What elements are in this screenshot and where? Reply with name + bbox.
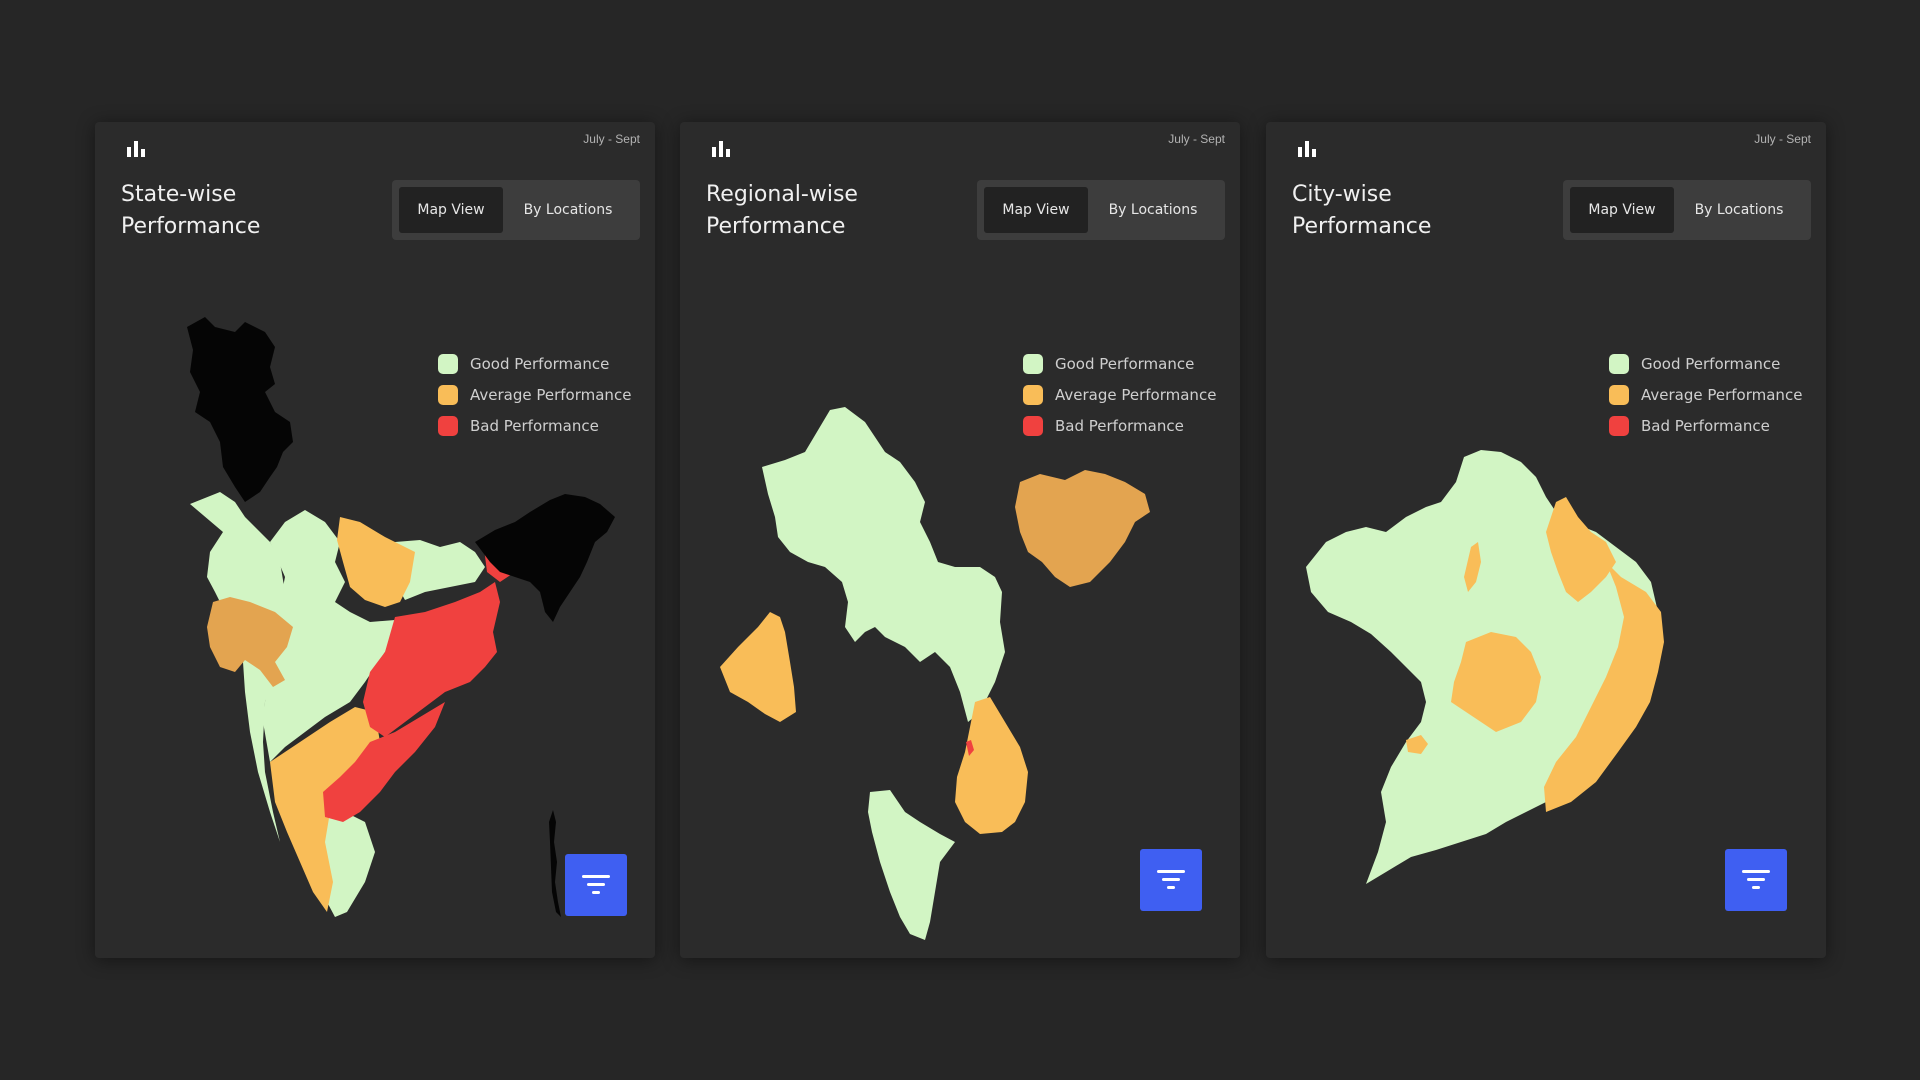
title-line-2: Performance [1292, 214, 1432, 239]
legend-swatch-good [438, 354, 458, 374]
legend-label-good: Good Performance [1055, 355, 1195, 373]
legend-item-average: Average Performance [1023, 385, 1216, 405]
region-average-east[interactable] [1544, 562, 1664, 812]
legend: Good Performance Average Performance Bad… [1023, 354, 1216, 447]
bar-chart-icon [1298, 141, 1316, 157]
legend-label-good: Good Performance [1641, 355, 1781, 373]
view-toggle: Map View By Locations [1563, 180, 1811, 240]
state-wise-map [187, 317, 615, 917]
legend-swatch-average [1023, 385, 1043, 405]
card-title: City-wise Performance [1292, 179, 1502, 243]
legend-item-average: Average Performance [1609, 385, 1802, 405]
region-average-south[interactable] [955, 697, 1028, 834]
card-title: Regional-wise Performance [706, 179, 916, 243]
region-average-small[interactable] [1406, 735, 1428, 754]
legend-label-average: Average Performance [1055, 386, 1217, 404]
filter-icon [1742, 870, 1770, 889]
legend-label-average: Average Performance [470, 386, 632, 404]
title-line-2: Performance [706, 214, 846, 239]
region-average-east[interactable] [720, 612, 796, 722]
legend-swatch-bad [438, 416, 458, 436]
legend: Good Performance Average Performance Bad… [438, 354, 631, 447]
legend-label-bad: Bad Performance [470, 417, 599, 435]
region-average-west[interactable] [1015, 470, 1150, 587]
region-nodata-northeast[interactable] [475, 494, 615, 622]
region-good-north[interactable] [762, 407, 1005, 722]
filter-icon [582, 875, 610, 894]
by-locations-tab[interactable]: By Locations [1108, 202, 1198, 218]
view-toggle: Map View By Locations [392, 180, 640, 240]
legend-item-bad: Bad Performance [438, 416, 631, 436]
filter-button[interactable] [565, 854, 627, 916]
region-average-west-sliver[interactable] [1464, 542, 1481, 592]
card-title: State-wise Performance [121, 179, 331, 243]
legend-swatch-average [1609, 385, 1629, 405]
period-label: July - Sept [583, 132, 640, 146]
legend-item-average: Average Performance [438, 385, 631, 405]
region-islands[interactable] [549, 810, 561, 917]
legend-swatch-bad [1609, 416, 1629, 436]
city-wise-card: July - Sept City-wise Performance Map Vi… [1266, 122, 1826, 958]
region-good-center[interactable] [263, 510, 415, 762]
bar-chart-icon [712, 141, 730, 157]
legend-item-good: Good Performance [1609, 354, 1802, 374]
region-average-center[interactable] [1451, 632, 1541, 732]
legend-swatch-good [1023, 354, 1043, 374]
by-locations-tab[interactable]: By Locations [1694, 202, 1784, 218]
region-bad-east[interactable] [363, 582, 500, 737]
region-good-northeast-plains[interactable] [395, 540, 485, 600]
region-average-northeast[interactable] [1546, 497, 1616, 602]
map-view-tab[interactable]: Map View [399, 187, 503, 233]
legend-item-good: Good Performance [1023, 354, 1216, 374]
title-line-1: Regional-wise [706, 182, 858, 207]
region-average-gujarat[interactable] [207, 597, 293, 687]
legend-item-bad: Bad Performance [1609, 416, 1802, 436]
legend-label-bad: Bad Performance [1055, 417, 1184, 435]
legend: Good Performance Average Performance Bad… [1609, 354, 1802, 447]
city-wise-map [1306, 450, 1664, 884]
legend-swatch-good [1609, 354, 1629, 374]
legend-item-bad: Bad Performance [1023, 416, 1216, 436]
title-line-2: Performance [121, 214, 261, 239]
legend-swatch-average [438, 385, 458, 405]
legend-label-average: Average Performance [1641, 386, 1803, 404]
map-view-tab[interactable]: Map View [984, 187, 1088, 233]
filter-button[interactable] [1140, 849, 1202, 911]
legend-label-good: Good Performance [470, 355, 610, 373]
period-label: July - Sept [1168, 132, 1225, 146]
region-good-south[interactable] [868, 790, 955, 940]
title-line-1: City-wise [1292, 182, 1392, 207]
legend-item-good: Good Performance [438, 354, 631, 374]
region-bad-patch[interactable] [966, 740, 974, 756]
legend-swatch-bad [1023, 416, 1043, 436]
region-nodata-north[interactable] [187, 317, 293, 502]
region-bad-coast[interactable] [323, 702, 445, 822]
map-view-tab[interactable]: Map View [1570, 187, 1674, 233]
regional-wise-card: July - Sept Regional-wise Performance Ma… [680, 122, 1240, 958]
title-line-1: State-wise [121, 182, 237, 207]
region-good-west[interactable] [190, 492, 285, 842]
filter-icon [1157, 870, 1185, 889]
legend-label-bad: Bad Performance [1641, 417, 1770, 435]
bar-chart-icon [127, 141, 145, 157]
region-average-up[interactable] [337, 517, 415, 607]
state-wise-card: July - Sept State-wise Performance Map V… [95, 122, 655, 958]
regional-wise-map [720, 407, 1150, 940]
period-label: July - Sept [1754, 132, 1811, 146]
view-toggle: Map View By Locations [977, 180, 1225, 240]
by-locations-tab[interactable]: By Locations [523, 202, 613, 218]
filter-button[interactable] [1725, 849, 1787, 911]
